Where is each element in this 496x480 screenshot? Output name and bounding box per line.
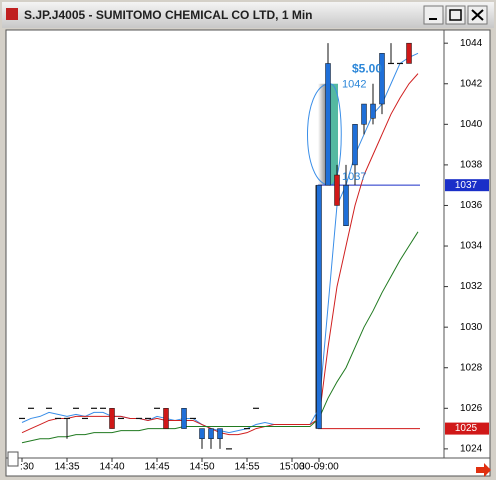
plot-area <box>5 29 491 459</box>
price-badge <box>445 422 489 435</box>
y-tick-label: 1044 <box>460 38 483 49</box>
x-tick-label: 14:35 <box>54 462 79 473</box>
x-tick-label: 14:50 <box>189 462 214 473</box>
y-tick-label: 1030 <box>460 322 483 333</box>
y-tick-label: 1024 <box>460 444 483 455</box>
minimize-button[interactable] <box>423 5 444 25</box>
candle-body <box>325 63 331 186</box>
y-tick-label: 1034 <box>460 241 483 252</box>
y-tick-label: 1032 <box>460 281 483 292</box>
x-tick-label: 15:00 <box>279 462 304 473</box>
window-title: S.JP.J4005 - SUMITOMO CHEMICAL CO LTD, 1… <box>24 8 313 22</box>
x-tick-label: 14:45 <box>144 462 169 473</box>
x-axis-area <box>5 457 491 477</box>
annotation: 1042 <box>342 79 366 91</box>
candle-body <box>334 174 340 206</box>
title-bar <box>2 2 494 28</box>
y-tick-label: 1028 <box>460 362 483 373</box>
price-badge-label: 1037 <box>455 180 478 191</box>
candle-body <box>109 408 115 429</box>
candle-body <box>361 103 367 125</box>
x-tick-label: :30 <box>20 462 34 473</box>
highlight-box <box>318 83 328 186</box>
scroll-box[interactable] <box>7 451 19 467</box>
y-tick-label: 1036 <box>460 200 483 211</box>
candle-body <box>208 428 214 439</box>
candle-body <box>379 53 385 105</box>
candle-body <box>406 42 412 64</box>
price-badge-label: 1025 <box>455 423 478 434</box>
y-tick-label: 1040 <box>460 119 483 130</box>
candle-body <box>352 124 358 166</box>
ma-line <box>21 231 419 444</box>
y-tick-label: 1026 <box>460 403 483 414</box>
app-icon <box>6 8 18 20</box>
annotation: $5.00 <box>352 62 382 76</box>
scroll-arrow[interactable] <box>476 463 491 477</box>
maximize-icon <box>449 9 462 21</box>
x-tick-label: 14:55 <box>234 462 259 473</box>
x-tick-label: 14:40 <box>99 462 124 473</box>
candle-body <box>370 103 376 119</box>
candle-body <box>181 408 187 429</box>
y-tick-label: 1038 <box>460 160 483 171</box>
close-icon <box>471 9 484 21</box>
x-tick-label: 30-09:00 <box>299 462 339 473</box>
annotation: 1037 <box>342 171 366 183</box>
candle-body <box>199 428 205 439</box>
candle-body <box>316 184 322 429</box>
candle-body <box>163 408 169 429</box>
candle-body <box>217 428 223 439</box>
maximize-button[interactable] <box>445 5 466 25</box>
price-badge <box>445 179 489 192</box>
candle-body <box>343 184 349 226</box>
y-tick-label: 1042 <box>460 78 483 89</box>
highlight-box-2 <box>328 83 338 186</box>
